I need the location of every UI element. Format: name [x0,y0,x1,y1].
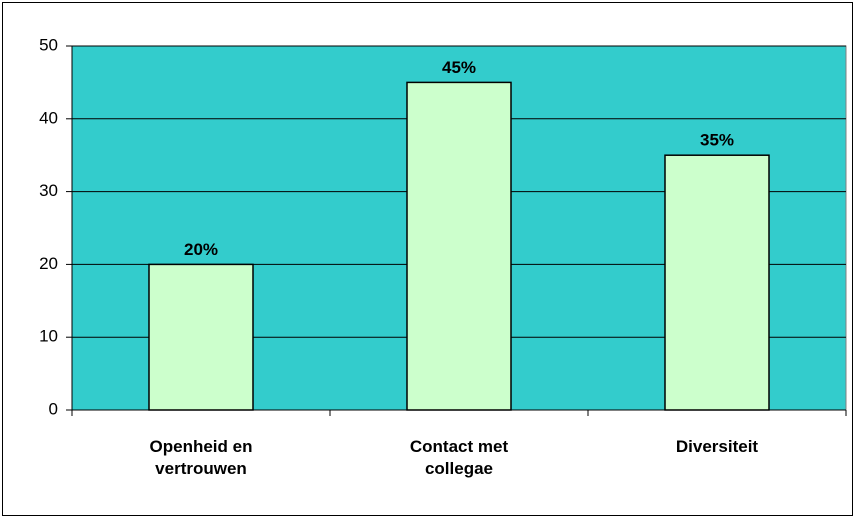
y-tick-label: 20 [39,254,58,273]
x-tick-label: Contact met collegae [409,437,509,478]
bar [148,263,254,411]
y-tick-label: 0 [49,399,58,418]
data-label: 35% [700,131,734,150]
data-label: 45% [442,58,476,77]
bar [406,81,512,411]
y-tick-label: 30 [39,181,58,200]
y-tick-label: 10 [39,327,58,346]
data-label: 20% [184,240,218,259]
y-tick-label: 50 [39,35,58,54]
y-tick-label: 40 [39,108,58,127]
bar [664,154,770,411]
x-tick-label: Openheid en vertrouwen [149,437,253,478]
x-tick-label: Diversiteit [675,437,759,456]
